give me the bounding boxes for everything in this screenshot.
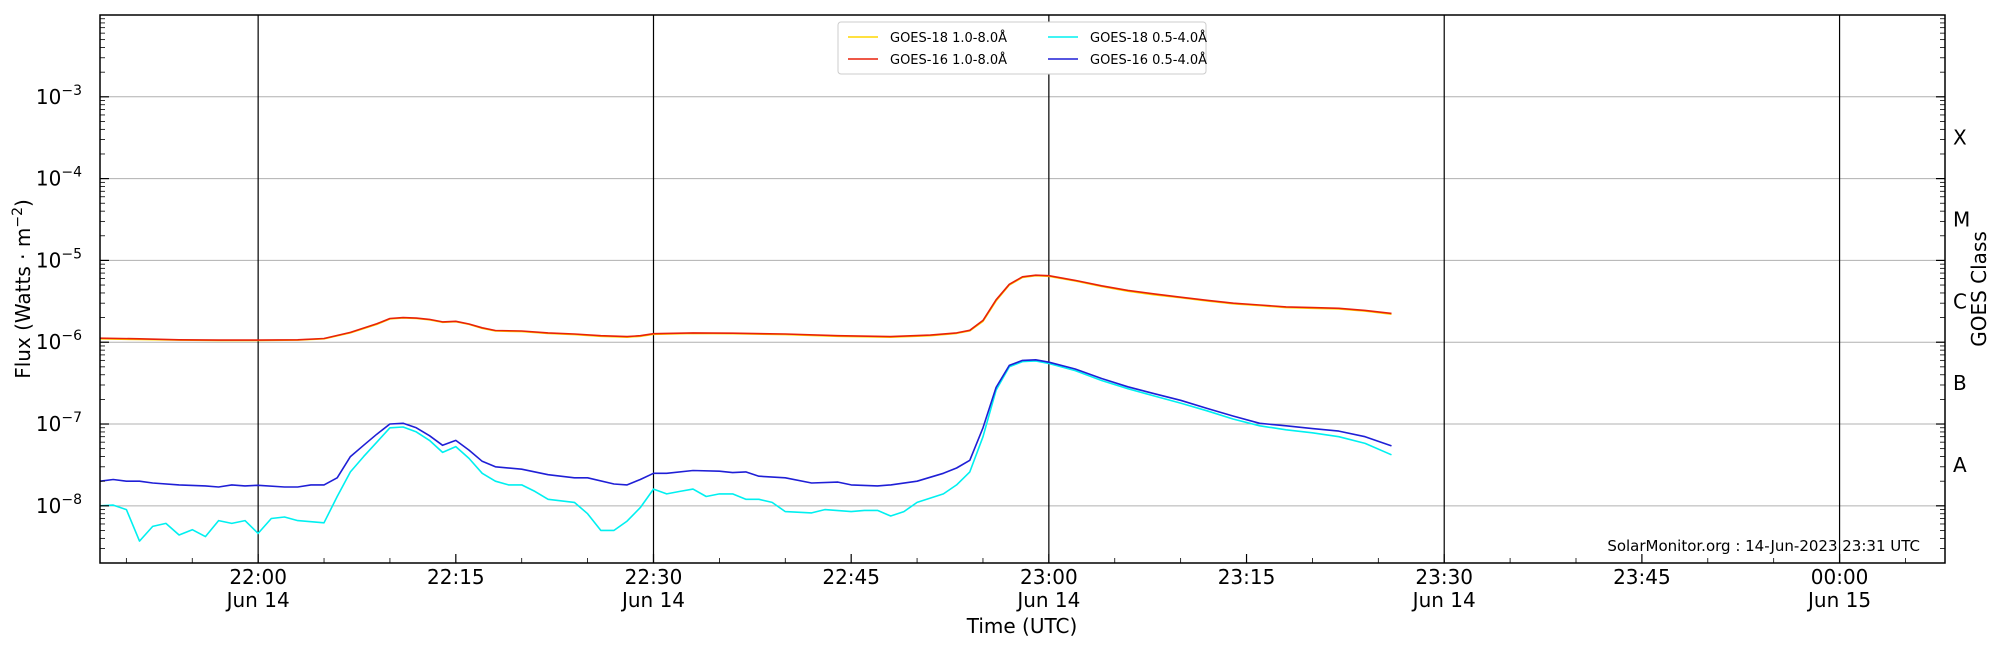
x-tick-label: 22:15	[427, 565, 485, 589]
y-tick-exponent: −3	[61, 83, 82, 99]
y-tick-base: 10	[36, 248, 61, 272]
y-tick-base: 10	[36, 494, 61, 518]
y-tick-exponent: −7	[61, 410, 82, 426]
goes-class-m: M	[1953, 208, 1970, 232]
plot-frame	[99, 14, 1946, 564]
x-tick-label: 23:45	[1613, 565, 1671, 589]
legend-label: GOES-18 1.0-8.0Å	[890, 30, 1007, 46]
y-tick-exponent: −8	[61, 492, 82, 508]
x-tick-date-label: Jun 14	[620, 588, 685, 612]
y-tick-exponent: −6	[61, 328, 82, 344]
x-tick-label: 23:15	[1218, 565, 1276, 589]
x-tick-label: 00:00	[1811, 565, 1869, 589]
x-tick-date-label: Jun 14	[225, 588, 290, 612]
x-tick-date-label: Jun 15	[1806, 588, 1871, 612]
series-line-4	[99, 359, 1392, 488]
y-tick-label: 10−3	[36, 83, 82, 109]
y-axis-label-close: )	[11, 199, 35, 207]
x-tick-date-label: Jun 14	[1015, 588, 1080, 612]
goes-class-a: A	[1953, 453, 1967, 477]
x-tick-date-label: Jun 14	[1411, 588, 1476, 612]
y-axis-label: Flux (Watts · m−2)	[10, 199, 35, 379]
x-tick-label: 23:30	[1415, 565, 1473, 589]
goes-class-axis-label: GOES Class	[1967, 231, 1991, 347]
legend-label: GOES-18 0.5-4.0Å	[1090, 30, 1207, 46]
series-lines	[99, 274, 1392, 542]
y-tick-exponent: −4	[61, 165, 82, 181]
y-tick-label: 10−6	[36, 328, 82, 354]
y-tick-base: 10	[36, 330, 61, 354]
y-tick-base: 10	[36, 412, 61, 436]
x-tick-label: 23:00	[1020, 565, 1078, 589]
legend-box	[837, 21, 1207, 75]
goes-class-c: C	[1953, 289, 1967, 313]
y-tick-exponent: −5	[61, 246, 82, 262]
x-tick-label: 22:30	[625, 565, 683, 589]
y-tick-label: 10−4	[36, 165, 82, 191]
credit-text: SolarMonitor.org : 14-Jun-2023 23:31 UTC	[1607, 537, 1920, 555]
y-tick-label: 10−7	[36, 410, 82, 436]
series-line-3	[99, 360, 1392, 542]
y-axis-label-main: Flux (Watts · m	[11, 228, 35, 379]
y-tick-label: 10−5	[36, 246, 82, 272]
legend: GOES-18 1.0-8.0Å GOES-16 1.0-8.0Å GOES-18 …	[837, 21, 1207, 75]
goes-class-b: B	[1953, 371, 1967, 395]
goes-class-labels: A B C M X	[1953, 126, 1970, 477]
x-tick-label: 22:00	[229, 565, 287, 589]
legend-label: GOES-16 1.0-8.0Å	[890, 52, 1007, 68]
x-tick-label: 22:45	[822, 565, 880, 589]
y-tick-label: 10−8	[36, 492, 82, 518]
series-line-2	[99, 274, 1392, 341]
y-axis-label-exponent: −2	[10, 207, 26, 228]
y-tick-base: 10	[36, 167, 61, 191]
time-marker-lines	[257, 15, 1841, 563]
goes-class-x: X	[1953, 126, 1967, 150]
x-axis-label: Time (UTC)	[966, 614, 1078, 638]
legend-label: GOES-16 0.5-4.0Å	[1090, 52, 1207, 68]
y-tick-base: 10	[36, 85, 61, 109]
y-axis-ticks: 10−810−710−610−510−410−3	[36, 18, 1945, 549]
